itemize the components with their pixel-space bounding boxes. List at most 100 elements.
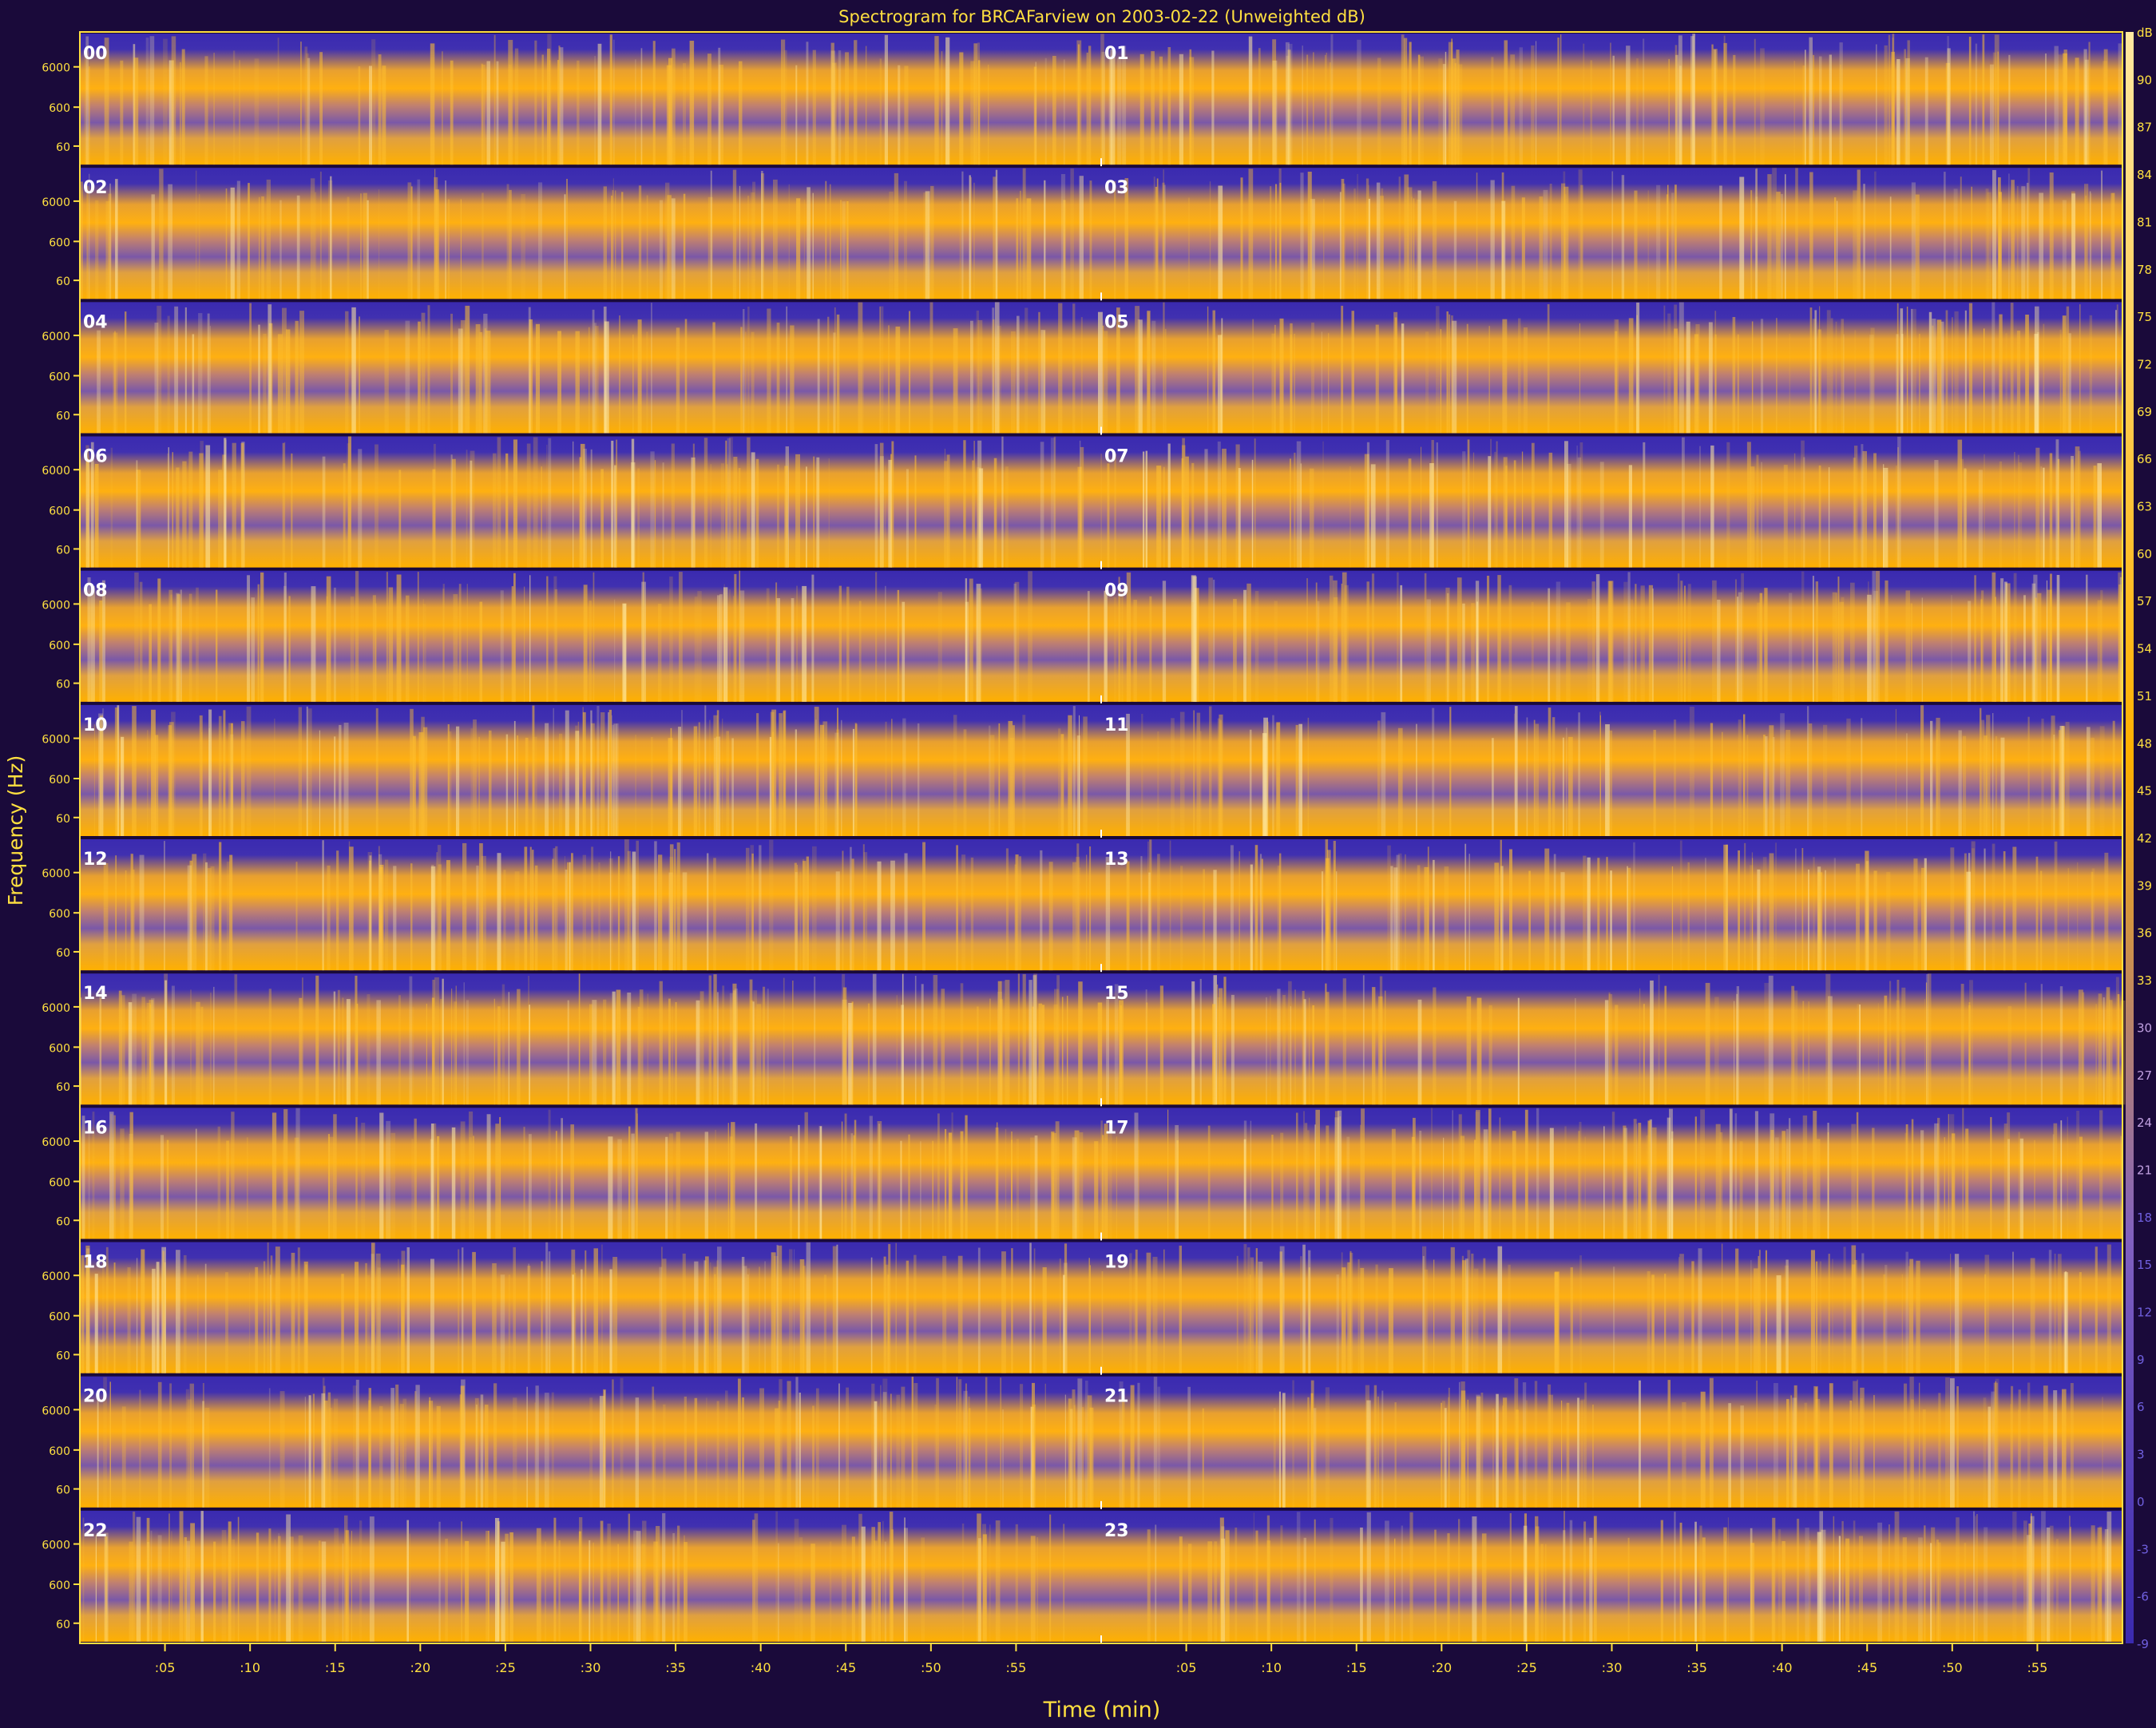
spectrogram-streak [247,575,250,702]
spectrogram-streak [795,729,797,836]
spectrogram-streak [709,719,711,836]
spectrogram-streak [1861,444,1864,568]
spectrogram-streak [1987,192,1992,299]
spectrogram-streak [993,458,997,568]
spectrogram-streak [1599,711,1601,836]
spectrogram-streak [996,1122,998,1239]
spectrogram-streak [870,1257,873,1373]
y-tick-label: 6000 [42,196,70,209]
spectrogram-streak [407,182,412,299]
spectrogram-streak [995,1520,1001,1642]
spectrogram-streak [308,1395,311,1508]
spectrogram-streak [1627,866,1628,971]
spectrogram-streak [141,997,145,1105]
spectrogram-streak [1968,600,1972,702]
spectrogram-streak [1607,581,1612,702]
spectrogram-streak [1853,1520,1856,1642]
spectrogram-streak [524,846,528,971]
spectrogram-streak [219,842,222,971]
spectrogram-streak [1409,1512,1413,1642]
spectrogram-streak [593,323,597,434]
spectrogram-streak [646,331,648,434]
spectrogram-streak [713,715,718,836]
spectrogram-streak [127,1267,131,1373]
spectrogram-streak [1634,190,1638,299]
spectrogram-streak [1104,1124,1108,1239]
spectrogram-streak [1279,1246,1285,1373]
spectrogram-streak [970,176,972,299]
spectrogram-streak [300,42,302,165]
spectrogram-streak [1750,865,1754,971]
spectrogram-streak [207,313,210,434]
spectrogram-streak [1011,331,1016,434]
spectrogram-streak [731,1122,735,1239]
spectrogram-streak [1769,853,1774,971]
spectrogram-streak [1524,1513,1527,1642]
spectrogram-streak [333,1114,337,1239]
spectrogram-streak [541,466,542,568]
spectrogram-streak [965,1383,967,1508]
spectrogram-streak [946,454,950,568]
spectrogram-streak [1292,1380,1294,1508]
spectrogram-streak [283,573,287,702]
spectrogram-streak [384,330,389,434]
spectrogram-streak [968,1397,970,1508]
spectrogram-streak [406,1520,409,1642]
hour-label: 08 [83,581,108,601]
spectrogram-streak [1151,51,1155,165]
spectrogram-streak [2053,1390,2058,1508]
spectrogram-streak [723,587,728,702]
spectrogram-streak [433,1123,437,1239]
spectrogram-streak [1273,1408,1276,1508]
spectrogram-streak [929,302,933,434]
spectrogram-streak [1548,1394,1553,1508]
spectrogram-streak [192,854,197,971]
spectrogram-streak [1032,975,1037,1105]
spectrogram-streak [548,438,552,568]
x-tick-label: :25 [1516,1660,1537,1675]
spectrogram-streak [359,316,360,434]
spectrogram-streak [1429,463,1434,568]
spectrogram-streak [1691,1261,1694,1373]
spectrogram-streak [1321,871,1324,971]
spectrogram-streak [552,858,554,971]
spectrogram-streak [571,853,573,971]
spectrogram-streak [1553,854,1556,971]
spectrogram-streak [1199,731,1202,836]
spectrogram-streak [1114,984,1119,1105]
spectrogram-streak [1564,194,1567,299]
spectrogram-streak [1135,306,1140,434]
spectrogram-streak [1809,307,1813,434]
spectrogram-streak [236,180,240,299]
spectrogram-streak [1447,593,1449,702]
spectrogram-streak [330,176,332,299]
spectrogram-streak [1965,1128,1969,1239]
spectrogram-streak [213,53,215,165]
x-tick-label: :50 [921,1660,941,1675]
spectrogram-streak [1462,451,1466,568]
spectrogram-streak [207,868,212,971]
spectrogram-streak [1180,866,1183,971]
spectrogram-streak [1431,1108,1433,1239]
spectrogram-streak [1738,592,1742,702]
spectrogram-streak [1381,1390,1384,1508]
spectrogram-streak [1191,462,1195,568]
spectrogram-streak [1076,857,1080,971]
spectrogram-streak [890,1393,892,1508]
spectrogram-streak [595,326,599,434]
spectrogram-streak [1528,870,1531,971]
spectrogram-streak [185,1389,190,1508]
spectrogram-streak [795,872,799,971]
spectrogram-streak [454,1001,458,1105]
spectrogram-streak [1853,458,1856,568]
spectrogram-streak [589,1540,591,1642]
spectrogram-streak [788,184,790,299]
spectrogram-streak [1017,973,1020,1105]
spectrogram-streak [725,1390,728,1508]
spectrogram-streak [97,330,101,434]
spectrogram-streak [731,738,734,836]
spectrogram-streak [303,1261,308,1373]
spectrogram-streak [452,458,456,568]
spectrogram-streak [1304,1123,1308,1239]
spectrogram-streak [2095,1004,2097,1105]
